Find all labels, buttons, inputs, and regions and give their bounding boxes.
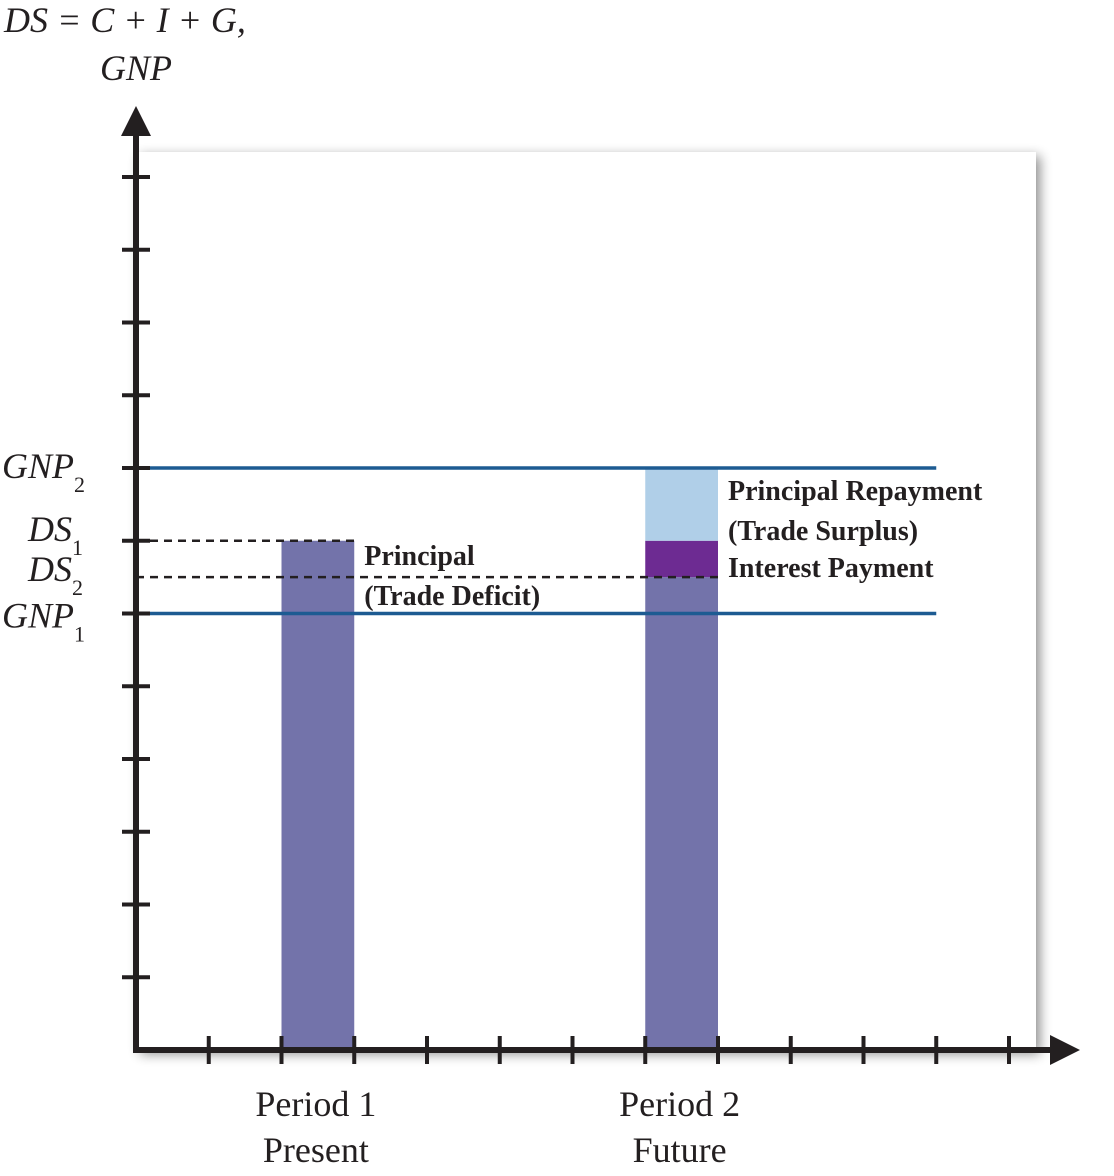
ds2-label-base: DS xyxy=(27,549,72,589)
ds1-label-sub: 1 xyxy=(72,535,83,560)
plot-panel xyxy=(136,152,1036,1050)
bar-1-segment-1 xyxy=(281,540,355,1050)
bar-2-segment-2 xyxy=(645,540,718,578)
x-axis-arrowhead xyxy=(1050,1035,1080,1065)
gnp2-label-sub: 2 xyxy=(74,472,85,497)
y-axis-label-line1: DS = C + I + G, xyxy=(3,0,246,40)
gnp2-label-base: GNP xyxy=(2,446,74,486)
bars xyxy=(281,468,718,1050)
ds1-label: DS1 xyxy=(27,509,83,560)
annotations: Principal (Trade Deficit) Principal Repaym… xyxy=(364,476,983,612)
axes xyxy=(121,106,1080,1065)
ds1-label-base: DS xyxy=(27,509,72,549)
annotation-1-line2: (Trade Deficit) xyxy=(364,581,540,612)
category-1-line1: Period 1 xyxy=(255,1084,376,1124)
annotation-1-line1: Principal xyxy=(364,541,475,572)
annotation-3-line1: Interest Payment xyxy=(728,553,934,584)
y-axis-arrowhead xyxy=(121,106,151,136)
ds2-label-sub: 2 xyxy=(72,575,83,600)
category-labels: Period 1 Present Period 2 Future xyxy=(255,1084,740,1170)
gnp1-label: GNP1 xyxy=(2,596,85,647)
y-axis-label-line2: GNP xyxy=(100,48,172,88)
bar-2-segment-1 xyxy=(645,577,718,1050)
gnp2-label: GNP2 xyxy=(2,446,85,497)
category-1-line2: Present xyxy=(263,1130,369,1170)
gnp1-label-sub: 1 xyxy=(74,622,85,647)
category-2-line2: Future xyxy=(633,1130,727,1170)
level-lines xyxy=(136,466,937,616)
annotation-2-line1: Principal Repayment xyxy=(728,476,983,507)
ds2-label: DS2 xyxy=(27,549,83,600)
bar-2-segment-3 xyxy=(645,468,718,541)
category-2-line1: Period 2 xyxy=(619,1084,740,1124)
gnp1-label-base: GNP xyxy=(2,596,74,636)
annotation-2-line2: (Trade Surplus) xyxy=(728,516,918,547)
